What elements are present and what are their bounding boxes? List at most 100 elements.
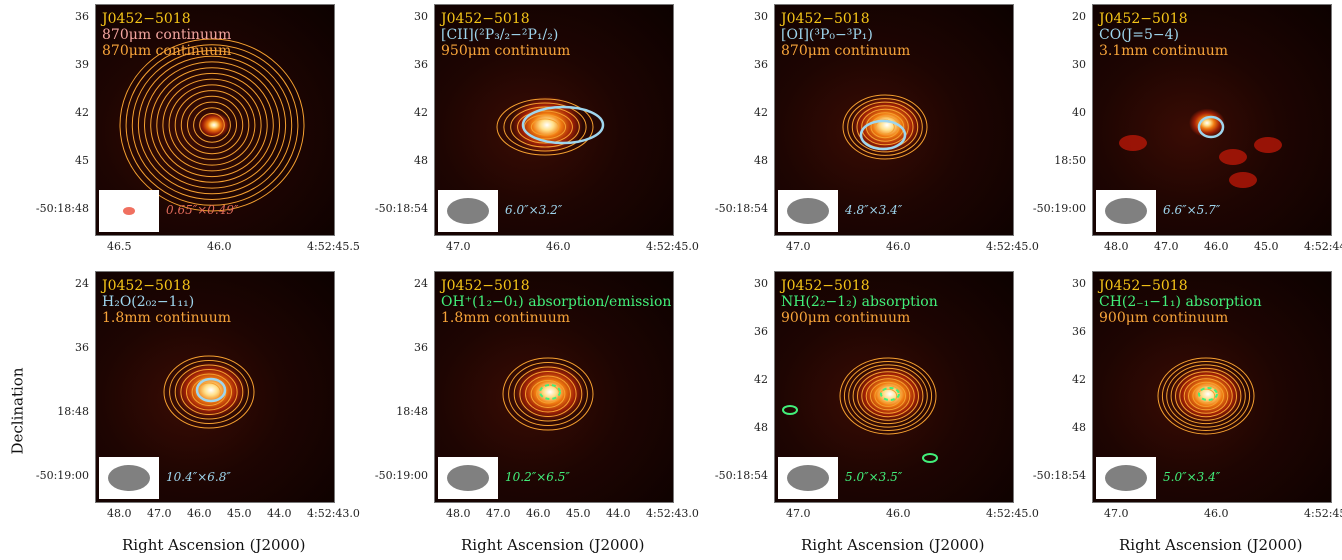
continuum-contour	[1192, 385, 1220, 407]
y-tick-label: 18:48	[57, 405, 89, 418]
continuum-contour	[861, 374, 915, 418]
line-label: NH(2₂−1₂) absorption	[781, 294, 938, 310]
beam-box	[99, 457, 159, 499]
x-tick-label: 47.0	[446, 240, 471, 253]
y-tick-label: 48	[1072, 421, 1086, 434]
y-tick-label: 30	[1072, 277, 1086, 290]
beam-size: 0.65″×0.49″	[166, 203, 239, 217]
continuum-contour	[842, 94, 928, 160]
y-tick-label: -50:19:00	[35, 469, 89, 482]
x-tick-label: 48.0	[1104, 240, 1129, 253]
continuum-label: 950μm continuum	[441, 43, 571, 59]
continuum-contour	[874, 385, 902, 407]
x-tick-label: 46.0	[187, 507, 212, 520]
beam-size: 6.6″×5.7″	[1163, 203, 1221, 217]
beam-size: 5.0″×3.5″	[845, 470, 903, 484]
continuum-contour	[843, 361, 933, 431]
y-tick-label: 24	[75, 277, 89, 290]
y-tick-label: 48	[754, 421, 768, 434]
y-tick-label: 42	[75, 106, 89, 119]
map-image	[1157, 357, 1255, 435]
y-tick-label: 42	[414, 106, 428, 119]
continuum-contour	[1188, 381, 1224, 411]
x-axis-label-col2: Right Ascension (J2000)	[461, 536, 645, 554]
continuum-label: 870μm continuum	[102, 43, 232, 59]
continuum-contour	[839, 357, 937, 435]
y-tick-label: -50:18:54	[714, 469, 768, 482]
line-label: CH(2₋₁−1₁) absorption	[1099, 294, 1262, 310]
beam-ellipse	[447, 198, 489, 224]
continuum-contour	[510, 106, 580, 148]
y-tick-label: 18:48	[396, 405, 428, 418]
beam-size: 6.0″×3.2″	[505, 203, 563, 217]
continuum-label: 900μm continuum	[1099, 310, 1229, 326]
line-contour	[859, 119, 907, 151]
y-tick-label: 48	[414, 154, 428, 167]
beam-box	[438, 457, 498, 499]
y-tick-label: 42	[754, 106, 768, 119]
continuum-contour	[502, 357, 594, 431]
beam-size: 10.4″×6.8″	[166, 470, 231, 484]
continuum-contour	[1196, 388, 1216, 404]
beam-ellipse	[447, 465, 489, 491]
line-label: 870μm continuum	[102, 27, 232, 43]
x-tick-label: 48.0	[107, 507, 132, 520]
line-contour	[922, 453, 938, 463]
y-tick-label: 36	[414, 58, 428, 71]
y-tick-label: -50:19:00	[1032, 202, 1086, 215]
y-tick-label: 42	[1072, 373, 1086, 386]
x-tick-label: 46.0	[526, 507, 551, 520]
y-tick-label: 36	[754, 325, 768, 338]
line-label: [CII](²P₃/₂−²P₁/₂)	[441, 27, 559, 43]
x-tick-label: 45.0	[1254, 240, 1279, 253]
map-panel-1: J0452−5018 870μm continuum 870μm continuum…	[95, 4, 335, 236]
x-tick-label: 4:52:45.0	[986, 507, 1039, 520]
continuum-contour	[1166, 364, 1246, 428]
y-tick-label: 36	[414, 341, 428, 354]
beam-ellipse	[1105, 465, 1147, 491]
continuum-contour	[186, 373, 232, 411]
y-tick-label: -50:18:54	[714, 202, 768, 215]
x-tick-label: 44.0	[267, 507, 292, 520]
map-image	[502, 357, 594, 431]
y-tick-label: 36	[75, 10, 89, 23]
x-axis-label-col3: Right Ascension (J2000)	[801, 536, 985, 554]
beam-box	[778, 190, 838, 232]
x-tick-label: 47.0	[1154, 240, 1179, 253]
line-contour	[195, 377, 227, 403]
y-tick-label: 40	[1072, 106, 1086, 119]
continuum-contour	[125, 44, 299, 206]
continuum-contour	[517, 110, 573, 144]
x-tick-label: 47.0	[1104, 507, 1129, 520]
x-tick-label: 4:52:45.0	[646, 240, 699, 253]
source-name: J0452−5018	[781, 278, 870, 294]
x-tick-label: 46.0	[207, 240, 232, 253]
continuum-contour	[137, 55, 287, 195]
line-label: [OI](³P₀−³P₁)	[781, 27, 873, 43]
map-image	[163, 355, 255, 429]
continuum-contour	[199, 113, 225, 137]
noise-blob	[1254, 137, 1282, 153]
source-name: J0452−5018	[441, 11, 530, 27]
continuum-contour	[496, 98, 594, 156]
continuum-contour	[870, 115, 900, 139]
x-tick-label: 47.0	[486, 507, 511, 520]
x-tick-label: 44.0	[606, 507, 631, 520]
map-panel-8: J0452−5018 CH(2₋₁−1₁) absorption 900μm con…	[1092, 271, 1332, 503]
beam-size: 5.0″×3.4″	[1163, 470, 1221, 484]
continuum-contour	[513, 366, 583, 422]
y-tick-label: 45	[75, 154, 89, 167]
x-tick-label: 46.0	[886, 507, 911, 520]
continuum-contour	[180, 95, 244, 155]
map-image	[842, 94, 928, 160]
continuum-label: 3.1mm continuum	[1099, 43, 1228, 59]
source-name: J0452−5018	[1099, 278, 1188, 294]
continuum-contour	[144, 61, 280, 189]
y-tick-label: 48	[754, 154, 768, 167]
continuum-contour	[174, 90, 250, 160]
continuum-contour	[193, 107, 231, 143]
line-contour	[880, 387, 900, 401]
beam-size: 10.2″×6.5″	[505, 470, 570, 484]
map-panel-3: J0452−5018 [OI](³P₀−³P₁) 870μm continuum 4.…	[774, 4, 1014, 236]
continuum-contour	[1179, 374, 1233, 418]
